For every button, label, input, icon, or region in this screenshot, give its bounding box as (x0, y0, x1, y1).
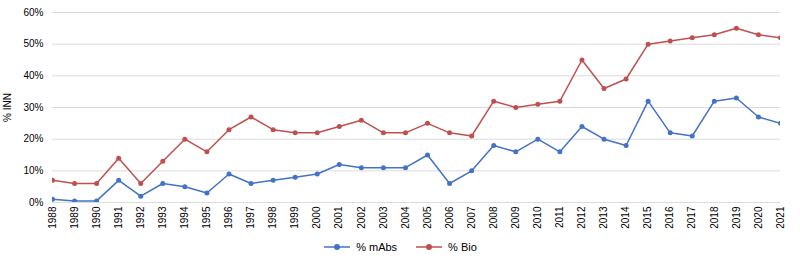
svg-text:1996: 1996 (223, 206, 234, 229)
svg-text:2021: 2021 (775, 206, 786, 229)
svg-text:2012: 2012 (576, 206, 587, 229)
svg-text:60%: 60% (23, 7, 43, 18)
svg-text:2017: 2017 (686, 206, 697, 229)
svg-text:30%: 30% (23, 102, 43, 113)
svg-text:2004: 2004 (400, 206, 411, 229)
svg-text:1995: 1995 (201, 206, 212, 229)
svg-text:2003: 2003 (378, 206, 389, 229)
svg-text:0%: 0% (29, 197, 44, 208)
svg-text:1999: 1999 (289, 206, 300, 229)
svg-text:2009: 2009 (510, 206, 521, 229)
svg-text:1990: 1990 (91, 206, 102, 229)
svg-text:2010: 2010 (532, 206, 543, 229)
svg-text:40%: 40% (23, 70, 43, 81)
svg-text:2002: 2002 (356, 206, 367, 229)
svg-text:20%: 20% (23, 133, 43, 144)
svg-text:10%: 10% (23, 165, 43, 176)
svg-text:2014: 2014 (620, 206, 631, 229)
svg-text:2000: 2000 (311, 206, 322, 229)
svg-text:1991: 1991 (113, 206, 124, 229)
html-text:% Bio: % Bio (448, 241, 477, 253)
svg-text:2018: 2018 (709, 206, 720, 229)
svg-text:1998: 1998 (267, 206, 278, 229)
svg-text:1994: 1994 (179, 206, 190, 229)
svg-text:2011: 2011 (554, 206, 565, 228)
html-text:% mAbs: % mAbs (356, 241, 398, 253)
svg-text:2007: 2007 (466, 206, 477, 229)
svg-text:1997: 1997 (245, 206, 256, 229)
svg-text:1992: 1992 (135, 206, 146, 229)
svg-text:% INN: % INN (2, 93, 13, 122)
svg-text:2016: 2016 (664, 206, 675, 229)
svg-text:2015: 2015 (642, 206, 653, 229)
svg-text:50%: 50% (23, 38, 43, 49)
svg-text:2008: 2008 (488, 206, 499, 229)
svg-text:2006: 2006 (444, 206, 455, 229)
svg-text:2005: 2005 (422, 206, 433, 229)
svg-text:1989: 1989 (69, 206, 80, 229)
svg-text:2020: 2020 (753, 206, 764, 229)
svg-text:2013: 2013 (598, 206, 609, 229)
svg-text:1988: 1988 (47, 206, 58, 229)
svg-text:1993: 1993 (157, 206, 168, 229)
svg-text:2001: 2001 (333, 206, 344, 229)
svg-text:2019: 2019 (731, 206, 742, 229)
